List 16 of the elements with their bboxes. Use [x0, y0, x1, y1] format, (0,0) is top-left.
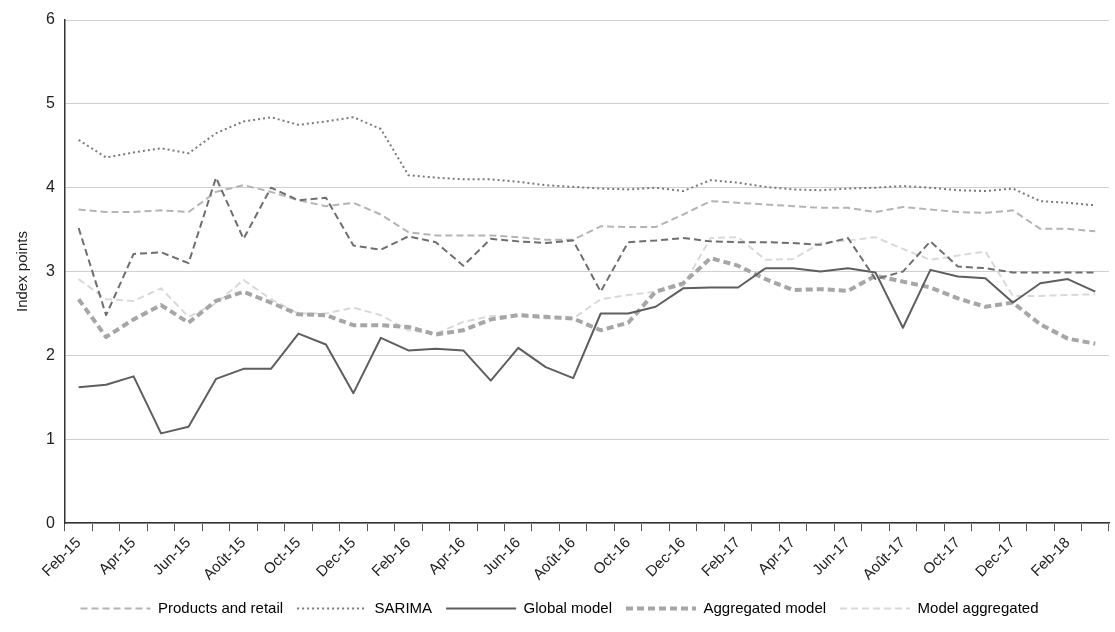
y-tick-label: 1 — [45, 429, 55, 447]
y-axis-title: Index points — [13, 231, 31, 313]
legend-label: Products and retail — [158, 598, 284, 616]
line-series — [77, 184, 1097, 241]
legend-label: Global model — [523, 598, 612, 616]
y-tick-label: 0 — [45, 513, 55, 531]
legend-label: Aggregated model — [703, 598, 827, 616]
y-tick-label: 6 — [45, 10, 55, 28]
legend-label: Model aggregated — [917, 598, 1039, 616]
line-series — [77, 176, 1097, 317]
y-tick-label: 4 — [45, 178, 55, 196]
y-tick-label: 5 — [45, 94, 55, 112]
legend-label: SARIMA — [374, 598, 433, 616]
y-tick-label: 3 — [45, 261, 55, 279]
line-series — [76, 256, 1098, 346]
y-tick-label: 2 — [45, 345, 55, 363]
